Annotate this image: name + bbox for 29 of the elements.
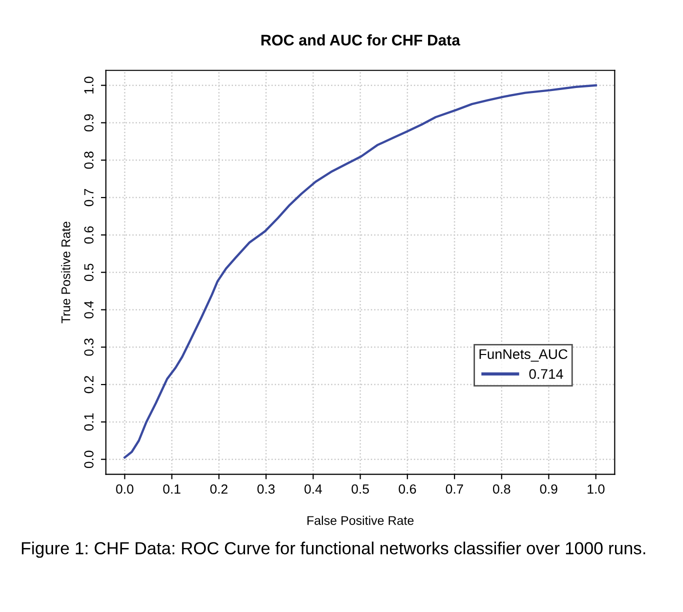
caption: Figure 1: CHF Data: ROC Curve for functional networks classifier over 1000 runs.: [22, 542, 646, 558]
legend-title: FunNets_AUC: [480, 349, 568, 362]
x-tick-label: 0.5: [352, 484, 369, 494]
x-tick-label: 0.2: [210, 484, 228, 494]
y-tick-label: 1.0: [84, 76, 94, 94]
y-tick-label: 0.8: [84, 152, 94, 169]
y-tick-label: 0.3: [84, 338, 94, 356]
y-tick-label: 0.2: [84, 376, 94, 394]
y-tick-label: 0.5: [84, 264, 94, 281]
x-tick-label: 0.3: [257, 484, 275, 494]
x-tick-label: 0.9: [540, 484, 558, 494]
y-tick-label: 0.6: [84, 226, 94, 244]
legend-label: 0.714: [529, 369, 564, 379]
x-tick-label: 0.1: [163, 484, 180, 494]
x-tick-label: 0.7: [446, 484, 464, 494]
y-tick-label: 0.4: [84, 300, 94, 318]
x-tick-label: 0.8: [492, 484, 510, 494]
chart-title: ROC and AUC for CHF Data: [261, 34, 460, 46]
y-tick-label: 0.7: [84, 189, 94, 206]
y-tick-label: 0.1: [84, 413, 94, 431]
x-tick-label: 0.4: [304, 484, 322, 494]
y-tick-label: 0.9: [84, 114, 94, 132]
x-tick-label: 0.0: [116, 484, 134, 494]
y-tick-label: 0.0: [84, 450, 94, 468]
x-axis-title: False Positive Rate: [307, 516, 414, 525]
x-tick-label: 1.0: [588, 484, 605, 494]
y-axis-title: True Positive Rate: [61, 222, 70, 324]
x-tick-label: 0.6: [398, 484, 416, 494]
line-series: [124, 84, 597, 459]
